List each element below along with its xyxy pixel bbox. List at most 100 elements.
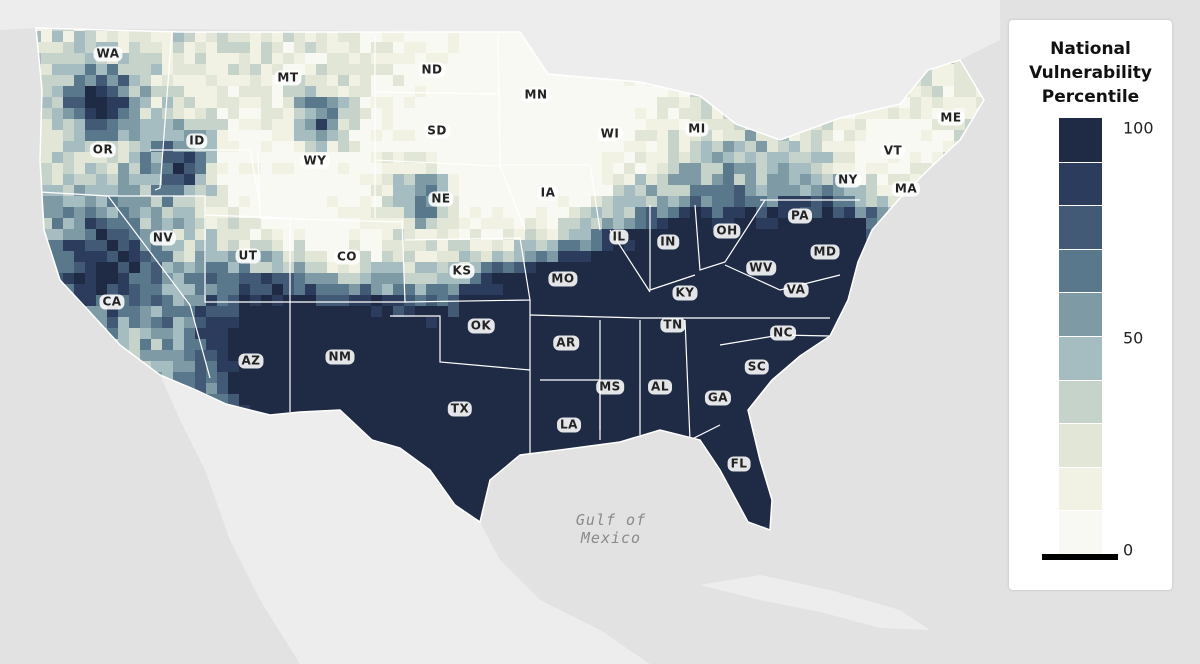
county-cell (646, 130, 658, 142)
county-cell (910, 97, 922, 109)
county-cell (338, 350, 350, 362)
county-cell (613, 416, 625, 428)
county-cell (272, 273, 284, 285)
county-cell (41, 207, 53, 219)
county-cell (547, 295, 559, 307)
county-cell (679, 229, 691, 241)
county-cell (371, 152, 383, 164)
county-cell (767, 306, 779, 318)
county-cell (547, 141, 559, 153)
county-cell (184, 174, 196, 186)
county-cell (613, 86, 625, 98)
county-cell (118, 42, 130, 54)
county-cell (184, 196, 196, 208)
county-cell (690, 251, 702, 263)
county-cell (646, 383, 658, 395)
county-cell (591, 262, 603, 274)
county-cell (569, 328, 581, 340)
county-cell (866, 174, 878, 186)
county-cell (129, 119, 141, 131)
county-cell (470, 394, 482, 406)
county-cell (129, 174, 141, 186)
county-cell (239, 64, 251, 76)
county-cell (448, 262, 460, 274)
county-cell (635, 207, 647, 219)
county-cell (778, 152, 790, 164)
county-cell (668, 196, 680, 208)
county-cell (459, 207, 471, 219)
county-cell (569, 427, 581, 439)
county-cell (404, 405, 416, 417)
county-cell (481, 460, 493, 472)
county-cell (52, 185, 64, 197)
county-cell (635, 130, 647, 142)
county-cell (316, 372, 328, 384)
county-cell (536, 174, 548, 186)
county-cell (877, 207, 889, 219)
county-cell (679, 97, 691, 109)
county-cell (536, 240, 548, 252)
county-cell (283, 273, 295, 285)
county-cell (360, 240, 372, 252)
county-cell (712, 427, 724, 439)
county-cell (426, 251, 438, 263)
county-cell (767, 295, 779, 307)
county-cell (470, 273, 482, 285)
county-cell (371, 207, 383, 219)
county-cell (756, 317, 768, 329)
county-cell (217, 141, 229, 153)
county-cell (470, 86, 482, 98)
county-cell (283, 141, 295, 153)
mexico-landmass (160, 375, 650, 664)
county-cell (459, 394, 471, 406)
county-cell (173, 218, 185, 230)
county-cell (448, 42, 460, 54)
county-cell (536, 317, 548, 329)
county-cell (591, 361, 603, 373)
county-cell (635, 383, 647, 395)
county-cell (239, 240, 251, 252)
county-cell (349, 328, 361, 340)
county-cell (437, 152, 449, 164)
county-cell (349, 130, 361, 142)
county-cell (173, 372, 185, 384)
county-cell (756, 251, 768, 263)
county-cell (129, 295, 141, 307)
county-cell (470, 317, 482, 329)
county-cell (217, 306, 229, 318)
county-cell (393, 295, 405, 307)
county-cell (305, 130, 317, 142)
county-cell (580, 130, 592, 142)
county-cell (602, 416, 614, 428)
county-cell (173, 130, 185, 142)
county-cell (151, 284, 163, 296)
county-cell (624, 416, 636, 428)
county-cell (151, 163, 163, 175)
county-cell (173, 361, 185, 373)
county-cell (745, 438, 757, 450)
county-cell (206, 97, 218, 109)
county-cell (745, 306, 757, 318)
county-cell (789, 152, 801, 164)
county-cell (107, 64, 119, 76)
county-cell (107, 295, 119, 307)
county-cell (481, 262, 493, 274)
county-cell (327, 75, 339, 87)
county-cell (668, 306, 680, 318)
county-cell (470, 119, 482, 131)
county-cell (305, 31, 317, 43)
county-cell (294, 317, 306, 329)
county-cell (316, 394, 328, 406)
county-cell (206, 152, 218, 164)
county-cell (195, 284, 207, 296)
county-cell (74, 42, 86, 54)
county-cell (459, 141, 471, 153)
county-cell (272, 185, 284, 197)
county-cell (470, 42, 482, 54)
county-cell (404, 394, 416, 406)
county-cell (360, 207, 372, 219)
county-cell (899, 174, 911, 186)
county-cell (712, 449, 724, 461)
county-cell (206, 64, 218, 76)
county-cell (734, 350, 746, 362)
